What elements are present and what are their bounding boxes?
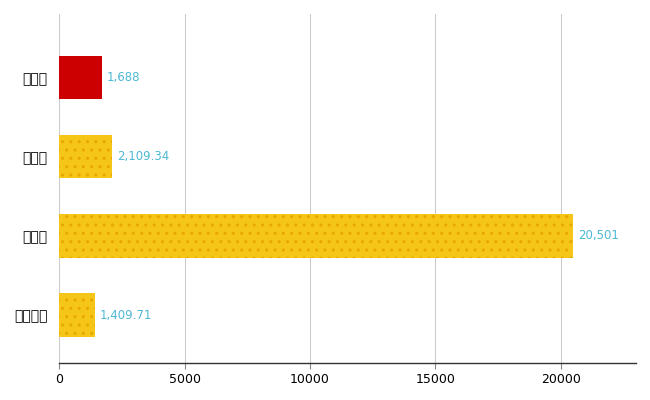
Text: 2,109.34: 2,109.34 [117, 150, 170, 163]
Bar [59, 214, 573, 258]
Text: 1,688: 1,688 [107, 71, 140, 84]
Bar [59, 293, 94, 337]
Text: 20,501: 20,501 [578, 229, 619, 242]
Bar [59, 135, 112, 178]
Text: 1,409.71: 1,409.71 [99, 309, 152, 322]
Bar [59, 56, 101, 99]
